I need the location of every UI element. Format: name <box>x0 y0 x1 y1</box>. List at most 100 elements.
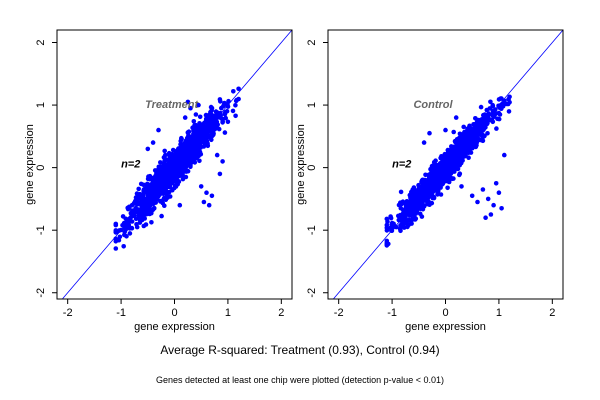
data-point <box>143 222 149 227</box>
data-point <box>186 156 192 161</box>
x-tick-label: 1 <box>225 307 231 319</box>
data-point <box>180 151 186 157</box>
data-point <box>151 205 157 211</box>
y-tick-label: 1 <box>306 102 318 108</box>
data-point-outlier <box>177 202 183 208</box>
data-point <box>162 180 167 186</box>
y-tick-label: -2 <box>306 288 318 298</box>
data-point-outlier <box>483 215 488 220</box>
data-point <box>422 180 427 186</box>
data-point <box>198 128 204 134</box>
data-point <box>233 103 238 108</box>
data-point <box>136 186 141 192</box>
data-point <box>384 241 390 247</box>
data-point <box>190 142 195 148</box>
scatter-panel-1: Treatment n=2 -2 -1 0 1 2 -2 -1 0 1 2 gene expressio… <box>24 29 293 333</box>
data-point <box>162 165 167 170</box>
x-tick-label: -2 <box>63 307 73 319</box>
data-point <box>164 192 169 197</box>
data-point <box>384 238 390 244</box>
data-point <box>212 125 218 131</box>
data-point-outlier <box>421 140 427 145</box>
data-point <box>442 151 448 157</box>
data-point <box>147 211 152 217</box>
y-axis-label: gene expression <box>295 124 307 205</box>
x-axis-label: gene expression <box>134 321 215 333</box>
data-point <box>166 150 172 156</box>
data-point <box>205 118 210 124</box>
data-point <box>127 205 132 211</box>
data-point-outlier <box>150 140 156 145</box>
data-point <box>207 128 213 134</box>
data-point <box>225 119 231 125</box>
data-point-outlier <box>499 206 504 211</box>
data-point <box>452 146 458 151</box>
data-point <box>186 141 192 147</box>
data-point <box>417 211 423 217</box>
data-point-outlier <box>488 212 494 217</box>
data-point <box>430 182 435 187</box>
plot-area <box>333 30 563 299</box>
data-point <box>488 99 493 105</box>
data-point-outlier <box>188 105 193 111</box>
data-point <box>389 222 395 227</box>
data-point-outlier <box>502 152 507 158</box>
data-point <box>433 158 438 163</box>
data-point <box>236 96 241 102</box>
data-point <box>127 231 133 236</box>
data-point <box>203 126 208 131</box>
data-point <box>384 225 390 231</box>
data-point <box>223 115 228 121</box>
data-point <box>442 165 448 170</box>
data-point <box>170 147 176 153</box>
data-point-outlier <box>209 193 215 199</box>
data-point <box>446 177 452 182</box>
data-point <box>427 177 432 183</box>
data-point <box>202 141 208 146</box>
data-point-outlier <box>198 184 204 189</box>
data-point <box>191 148 196 153</box>
data-point <box>226 98 231 104</box>
data-point <box>121 244 126 249</box>
data-point <box>164 173 169 179</box>
x-tick-label: 2 <box>278 307 284 319</box>
data-point <box>147 176 153 182</box>
data-point <box>462 129 467 135</box>
data-point <box>384 216 390 222</box>
data-point <box>178 159 183 165</box>
data-point <box>134 191 140 196</box>
data-point-outlier <box>459 184 464 189</box>
data-point <box>457 137 462 142</box>
data-point <box>416 205 422 211</box>
data-point <box>230 108 236 114</box>
data-point <box>154 172 160 177</box>
data-point <box>398 228 403 234</box>
data-point <box>217 97 223 102</box>
data-point <box>433 166 439 172</box>
data-point <box>221 102 227 108</box>
data-point-outlier <box>443 127 448 133</box>
figure-footnote: Genes detected at least one chip were pl… <box>156 375 444 385</box>
data-point <box>431 194 437 200</box>
y-axis-label: gene expression <box>24 124 36 205</box>
data-point <box>130 208 135 213</box>
x-tick-label: 2 <box>549 307 555 319</box>
data-point <box>469 143 475 149</box>
data-point <box>410 195 416 200</box>
data-point <box>127 226 132 231</box>
data-point <box>426 172 432 177</box>
data-point <box>497 112 503 117</box>
data-point <box>223 109 228 115</box>
data-point <box>152 184 157 189</box>
data-point <box>487 117 493 122</box>
data-point <box>191 119 197 124</box>
data-point <box>186 129 192 134</box>
data-point-outlier <box>206 202 212 208</box>
data-point <box>506 109 512 114</box>
data-point <box>401 221 406 226</box>
data-point <box>494 126 499 131</box>
y-tick-label: -1 <box>306 225 318 235</box>
data-point <box>476 137 482 143</box>
data-point <box>414 190 419 196</box>
figure-caption: Average R-squared: Treatment (0.93), Con… <box>160 343 440 357</box>
